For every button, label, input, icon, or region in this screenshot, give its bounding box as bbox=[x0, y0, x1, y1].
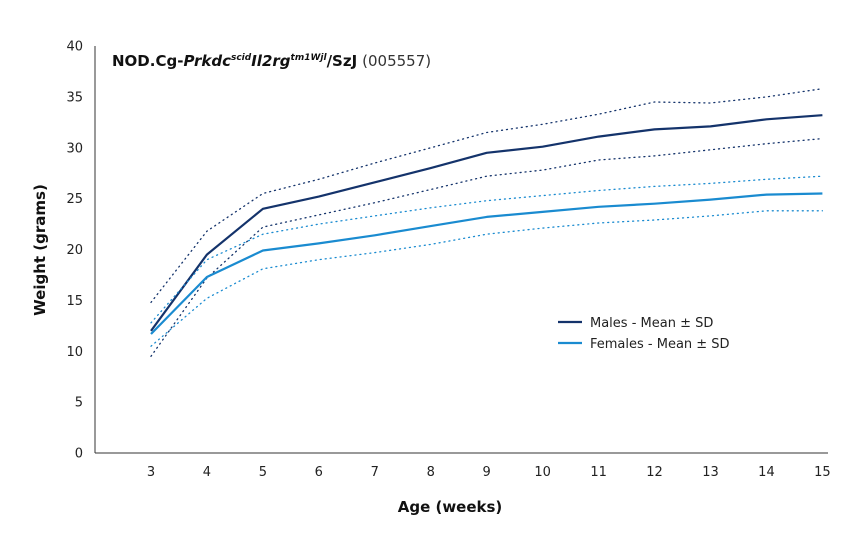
x-tick-label: 7 bbox=[371, 465, 379, 480]
x-tick-label: 12 bbox=[646, 465, 663, 480]
y-axis-title: Weight (grams) bbox=[31, 184, 49, 316]
males-lower-sd-line bbox=[150, 137, 824, 357]
title-prefix: NOD.Cg- bbox=[112, 52, 183, 70]
x-tick-label: 10 bbox=[534, 465, 551, 480]
y-tick-label: 0 bbox=[75, 447, 83, 462]
females-lower-sd-line bbox=[150, 210, 824, 347]
title-gene1: Prkdc bbox=[183, 52, 231, 70]
x-tick-label: 8 bbox=[427, 465, 435, 480]
y-tick-label: 40 bbox=[66, 40, 83, 55]
x-axis-title: Age (weeks) bbox=[398, 498, 503, 516]
x-tick-label: 4 bbox=[203, 465, 211, 480]
chart-title: NOD.Cg-PrkdcscidIl2rgtm1Wjl/SzJ (005557) bbox=[112, 52, 431, 70]
legend: Males - Mean ± SD Females - Mean ± SD bbox=[558, 316, 730, 352]
y-tick-label: 25 bbox=[66, 192, 83, 207]
chart-axes bbox=[94, 46, 828, 454]
legend-label-males: Males - Mean ± SD bbox=[590, 316, 713, 331]
x-tick-label: 14 bbox=[758, 465, 775, 480]
females-mean-line bbox=[150, 192, 823, 335]
x-tick-label: 5 bbox=[259, 465, 267, 480]
legend-label-females: Females - Mean ± SD bbox=[590, 337, 730, 352]
x-tick-label: 13 bbox=[702, 465, 719, 480]
y-tick-label: 5 bbox=[75, 396, 83, 411]
title-gene2: Il2rg bbox=[251, 52, 291, 70]
males-mean-line bbox=[150, 114, 823, 332]
y-tick-label: 35 bbox=[66, 90, 83, 105]
y-tick-label: 15 bbox=[66, 294, 83, 309]
y-tick-label: 20 bbox=[66, 243, 83, 258]
y-tick-label: 10 bbox=[66, 345, 83, 360]
title-gene2-sup: tm1Wjl bbox=[291, 53, 328, 63]
title-stock: (005557) bbox=[362, 52, 431, 70]
x-tick-label: 11 bbox=[590, 465, 607, 480]
chart-ticks: 0 5 10 15 20 25 30 35 40 3 4 5 6 7 8 9 10 11 12 13 14 15 bbox=[66, 40, 830, 481]
x-tick-label: 9 bbox=[483, 465, 491, 480]
title-gene1-sup: scid bbox=[231, 53, 252, 63]
males-upper-sd-line bbox=[150, 88, 824, 304]
x-tick-label: 3 bbox=[147, 465, 155, 480]
title-suffix: /SzJ bbox=[327, 52, 358, 70]
y-tick-label: 30 bbox=[66, 141, 83, 156]
chart-series bbox=[150, 88, 824, 357]
x-tick-label: 15 bbox=[814, 465, 831, 480]
x-tick-label: 6 bbox=[315, 465, 323, 480]
females-upper-sd-line bbox=[150, 175, 824, 324]
